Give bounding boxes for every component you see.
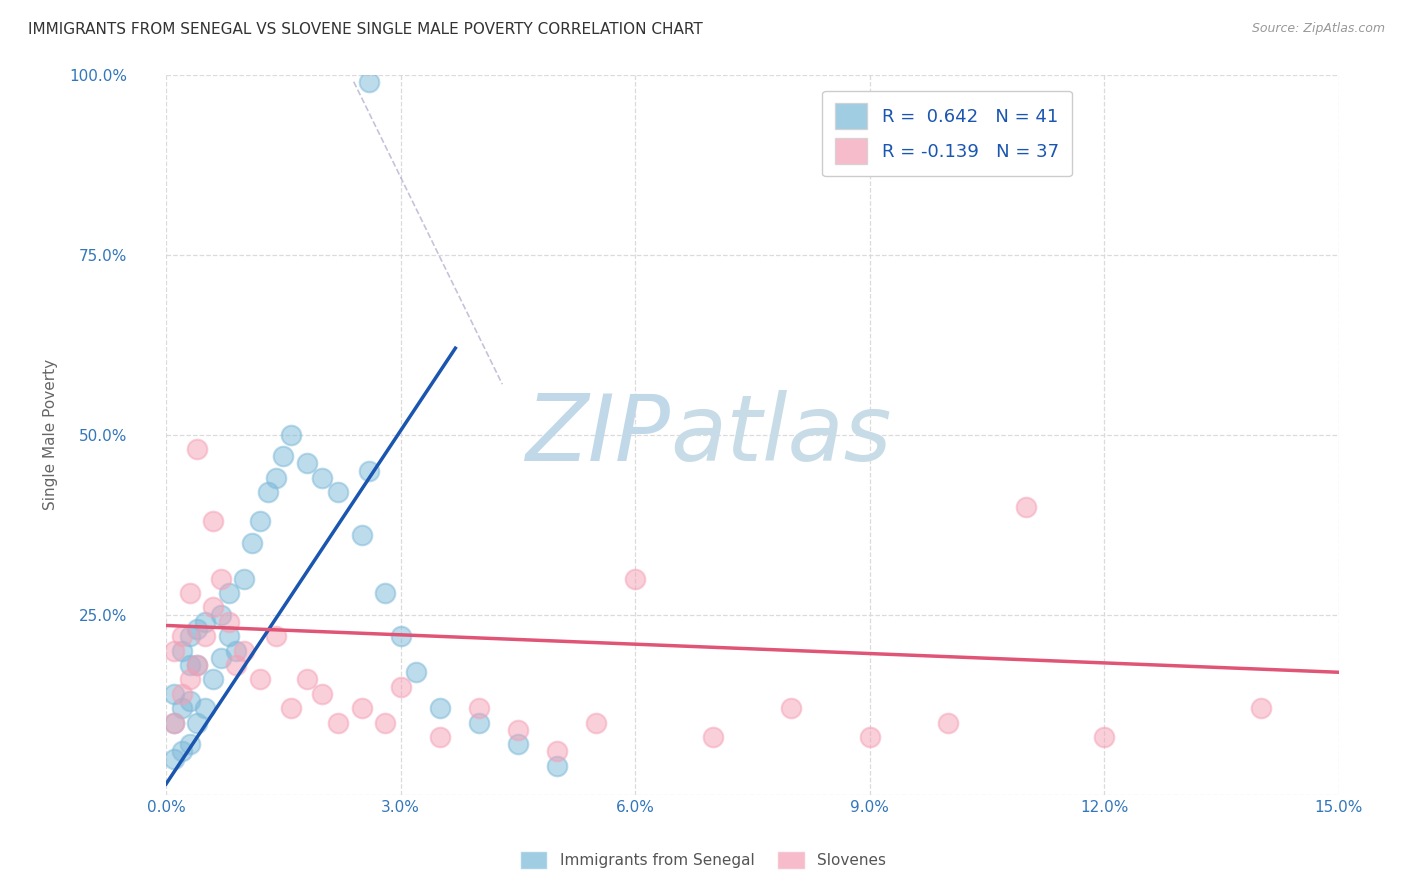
Point: [546, 759, 568, 773]
Point: [163, 715, 186, 730]
Point: [326, 485, 349, 500]
Point: [429, 730, 451, 744]
Point: [233, 572, 256, 586]
Point: [218, 629, 240, 643]
Point: [209, 607, 232, 622]
Point: [186, 715, 208, 730]
Point: [280, 701, 302, 715]
Point: [264, 629, 287, 643]
Point: [468, 701, 491, 715]
Point: [295, 457, 318, 471]
Point: [194, 629, 217, 643]
Point: [186, 442, 208, 456]
Point: [163, 715, 186, 730]
Point: [202, 514, 225, 528]
Point: [311, 471, 333, 485]
Point: [389, 680, 412, 694]
Point: [170, 687, 193, 701]
Point: [429, 701, 451, 715]
Point: [273, 449, 295, 463]
Point: [506, 723, 529, 737]
Point: [209, 651, 232, 665]
Point: [170, 701, 193, 715]
Point: [186, 658, 208, 673]
Point: [506, 737, 529, 751]
Point: [936, 715, 959, 730]
Point: [859, 730, 882, 744]
Point: [194, 615, 217, 629]
Point: [170, 629, 193, 643]
Point: [179, 737, 201, 751]
Point: [546, 744, 568, 758]
Point: [225, 643, 247, 657]
Point: [249, 673, 271, 687]
Point: [280, 427, 302, 442]
Point: [1015, 500, 1038, 514]
Legend: Immigrants from Senegal, Slovenes: Immigrants from Senegal, Slovenes: [513, 845, 893, 875]
Point: [170, 744, 193, 758]
Point: [163, 687, 186, 701]
Point: [249, 514, 271, 528]
Point: [359, 464, 381, 478]
Point: [186, 658, 208, 673]
Point: [163, 643, 186, 657]
Point: [179, 673, 201, 687]
Point: [179, 694, 201, 708]
Point: [202, 600, 225, 615]
Point: [163, 752, 186, 766]
Point: [295, 673, 318, 687]
Point: [311, 687, 333, 701]
Point: [350, 528, 373, 542]
Point: [702, 730, 724, 744]
Point: [405, 665, 427, 680]
Point: [256, 485, 278, 500]
Point: [1092, 730, 1115, 744]
Point: [194, 701, 217, 715]
Point: [780, 701, 803, 715]
Point: [240, 535, 263, 549]
Point: [186, 622, 208, 636]
Point: [359, 75, 381, 89]
Text: Source: ZipAtlas.com: Source: ZipAtlas.com: [1251, 22, 1385, 36]
Text: ZIP: ZIP: [526, 390, 671, 480]
Text: IMMIGRANTS FROM SENEGAL VS SLOVENE SINGLE MALE POVERTY CORRELATION CHART: IMMIGRANTS FROM SENEGAL VS SLOVENE SINGL…: [28, 22, 703, 37]
Point: [179, 658, 201, 673]
Point: [468, 715, 491, 730]
Legend: R =  0.642   N = 41, R = -0.139   N = 37: R = 0.642 N = 41, R = -0.139 N = 37: [823, 91, 1071, 176]
Point: [264, 471, 287, 485]
Text: atlas: atlas: [671, 390, 891, 480]
Point: [389, 629, 412, 643]
Y-axis label: Single Male Poverty: Single Male Poverty: [44, 359, 58, 510]
Point: [218, 615, 240, 629]
Point: [202, 673, 225, 687]
Point: [585, 715, 607, 730]
Point: [218, 586, 240, 600]
Point: [624, 572, 647, 586]
Point: [350, 701, 373, 715]
Point: [233, 643, 256, 657]
Point: [1250, 701, 1272, 715]
Point: [374, 586, 396, 600]
Point: [179, 586, 201, 600]
Point: [170, 643, 193, 657]
Point: [209, 572, 232, 586]
Point: [326, 715, 349, 730]
Point: [374, 715, 396, 730]
Point: [179, 629, 201, 643]
Point: [225, 658, 247, 673]
